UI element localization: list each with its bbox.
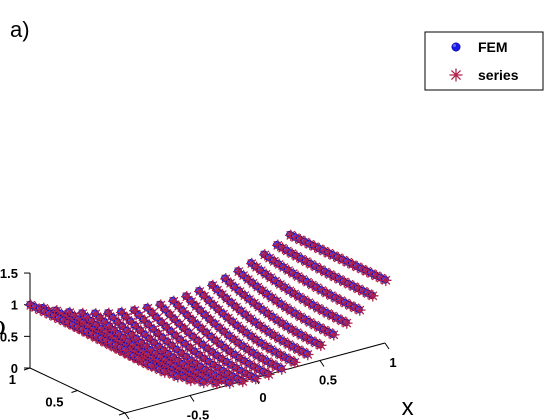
x-tick-label: -0.5 <box>187 408 209 420</box>
legend-fem-marker <box>451 42 461 52</box>
data-point <box>319 266 332 278</box>
data-point <box>346 258 359 271</box>
z-tick-label: 0.5 <box>0 329 18 344</box>
data-point <box>119 344 132 357</box>
data-point <box>184 374 197 387</box>
data-point <box>132 352 145 365</box>
data-point <box>112 316 125 329</box>
legend-box <box>424 31 544 91</box>
data-point <box>211 284 224 296</box>
data-point <box>320 287 333 299</box>
data-point <box>235 305 248 318</box>
data-point <box>113 328 126 341</box>
x-tick-label: 1 <box>389 355 396 370</box>
y-tick-label: 0 <box>104 417 111 420</box>
legend-series-label: series <box>478 67 519 83</box>
x-tick-label: 0 <box>259 390 266 405</box>
y-tick-label: 0.5 <box>45 395 63 410</box>
data-point <box>294 233 307 246</box>
data-point <box>176 347 189 360</box>
data-point <box>162 336 174 349</box>
data-point <box>39 306 51 318</box>
data-point <box>171 370 184 383</box>
data-point <box>94 312 107 325</box>
data-point <box>353 304 366 316</box>
data-point <box>185 295 198 308</box>
data-point <box>262 368 275 381</box>
data-point <box>318 324 331 336</box>
y-tick-label: 1 <box>9 372 16 387</box>
y-tick-mark <box>71 390 78 393</box>
data-point <box>275 363 288 375</box>
z-tick-label: 1.5 <box>0 266 18 281</box>
data-point <box>292 343 305 356</box>
data-point <box>334 294 347 307</box>
data-point <box>133 309 146 322</box>
data-point <box>145 360 158 372</box>
z-tick-label: 1 <box>11 298 18 313</box>
data-point <box>288 356 301 369</box>
x-tick-label: 0.5 <box>319 373 337 388</box>
legend-series-marker <box>449 68 463 82</box>
data-point <box>158 366 171 378</box>
data-point <box>243 293 256 306</box>
data-point <box>130 320 142 333</box>
data-point <box>152 328 165 340</box>
z-axis-label: ϕ <box>0 312 6 342</box>
data-point <box>314 339 327 352</box>
data-point <box>301 348 314 361</box>
data-point <box>242 273 255 286</box>
data-point <box>210 377 223 390</box>
data-point <box>199 309 212 322</box>
z-tick-label: 0 <box>11 361 18 376</box>
data-point <box>230 362 243 375</box>
x-tick-mark <box>384 342 390 350</box>
data-point <box>240 309 252 321</box>
data-point <box>249 372 262 385</box>
y-tick-mark <box>118 412 126 416</box>
data-point <box>138 314 151 327</box>
x-tick-mark <box>319 360 325 367</box>
data-point <box>276 242 289 255</box>
data-point <box>236 375 249 388</box>
data-point <box>251 281 264 293</box>
data-point <box>151 312 164 324</box>
legend: FEM series <box>424 31 544 91</box>
data-point <box>164 309 177 321</box>
data-point <box>229 281 242 294</box>
data-point <box>223 377 236 389</box>
data-point <box>212 303 225 316</box>
data-point <box>327 328 340 341</box>
data-point <box>340 317 353 329</box>
data-point <box>366 289 379 302</box>
x-axis-label: x <box>402 394 414 420</box>
panel-label: a) <box>10 17 30 42</box>
legend-fem-label: FEM <box>478 39 508 55</box>
x-tick-mark <box>124 412 130 420</box>
data-point <box>29 301 42 314</box>
data-points <box>24 229 392 390</box>
data-point <box>144 333 157 346</box>
data-point <box>197 376 210 389</box>
data-point <box>48 310 61 323</box>
x-tick-mark <box>189 395 195 402</box>
data-point <box>379 274 392 287</box>
